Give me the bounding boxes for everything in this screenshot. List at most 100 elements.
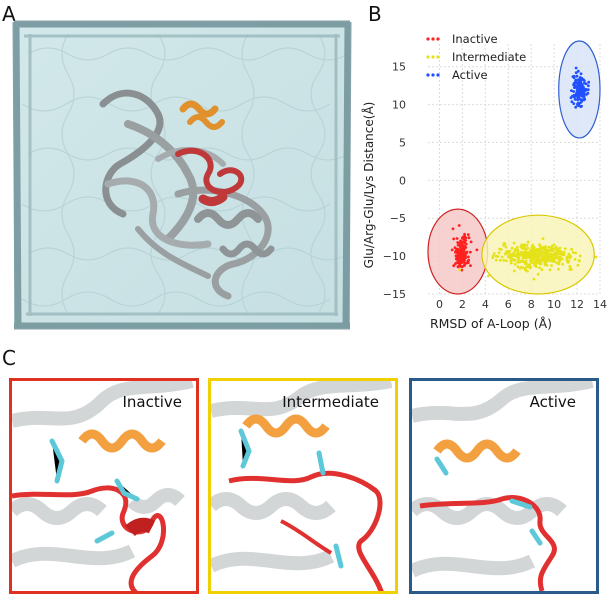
scatter-point-intermediate xyxy=(510,246,514,250)
scatter-point-inactive xyxy=(463,263,466,267)
scatter-point-intermediate xyxy=(594,255,598,259)
legend-marker xyxy=(426,37,430,41)
scatter-point-intermediate xyxy=(543,252,547,256)
scatter-point-intermediate xyxy=(507,251,511,255)
scatter-point-active xyxy=(574,66,578,70)
scatter-point-intermediate xyxy=(522,251,526,254)
scatter-point-intermediate xyxy=(568,265,572,268)
protein-ribbon xyxy=(99,89,275,300)
legend-marker xyxy=(436,55,440,59)
scatter-point-active xyxy=(574,80,577,84)
scatter-point-active xyxy=(583,89,586,93)
x-tick-label: 12 xyxy=(570,298,584,311)
scatter-point-intermediate xyxy=(532,249,536,253)
scatter-point-intermediate xyxy=(509,254,513,257)
scatter-point-active xyxy=(580,98,584,101)
scatter-point-active xyxy=(579,72,583,76)
legend-marker xyxy=(431,37,435,41)
scatter-point-intermediate xyxy=(559,257,563,261)
scatter-point-inactive xyxy=(458,252,462,256)
scatter-point-active xyxy=(570,100,574,104)
scatter-point-inactive xyxy=(462,240,465,244)
scatter-point-inactive xyxy=(464,261,468,265)
scatter-point-inactive xyxy=(456,241,460,244)
legend-marker xyxy=(426,55,430,59)
scatter-point-inactive xyxy=(462,252,466,256)
scatter-point-intermediate xyxy=(512,251,516,255)
scatter-point-intermediate xyxy=(508,249,512,253)
scatter-point-active xyxy=(587,84,590,88)
scatter-point-intermediate xyxy=(546,252,550,256)
scatter-point-intermediate xyxy=(573,257,577,261)
x-tick-label: 2 xyxy=(459,298,466,311)
scatter-point-intermediate xyxy=(516,253,520,257)
scatter-point-intermediate xyxy=(458,268,462,272)
scatter-point-intermediate xyxy=(523,245,526,249)
scatter-point-intermediate xyxy=(524,260,528,264)
scatter-point-intermediate xyxy=(524,265,528,269)
scatter-point-active xyxy=(573,98,577,101)
scatter-point-inactive xyxy=(456,250,460,254)
scatter-point-intermediate xyxy=(552,247,556,251)
scatter-point-intermediate xyxy=(494,254,498,258)
water-box-svg xyxy=(12,20,352,330)
scatter-point-intermediate xyxy=(549,259,553,263)
scatter-point-intermediate xyxy=(548,249,552,253)
scatter-point-intermediate xyxy=(509,256,513,260)
legend-marker xyxy=(436,37,440,41)
y-tick-label: 0 xyxy=(399,174,406,187)
scatter-point-intermediate xyxy=(539,250,543,254)
scatter-point-active xyxy=(571,75,575,78)
legend-marker xyxy=(436,73,440,77)
scatter-point-intermediate xyxy=(504,245,508,249)
scatter-point-intermediate xyxy=(512,241,516,245)
scatter-point-intermediate xyxy=(548,268,552,272)
scatter-point-intermediate xyxy=(516,260,519,264)
scatter-point-intermediate xyxy=(518,266,522,270)
scatter-point-intermediate xyxy=(547,258,550,262)
panel-letter-a: A xyxy=(2,2,16,26)
scatter-point-intermediate xyxy=(532,253,536,256)
scatter-point-inactive xyxy=(467,236,471,240)
scatter-point-active xyxy=(582,85,585,89)
scatter-point-active xyxy=(574,105,578,109)
scatter-point-inactive xyxy=(459,239,462,243)
scatter-point-active xyxy=(577,82,580,86)
scatter-point-intermediate xyxy=(561,253,564,257)
scatter-point-active xyxy=(579,90,582,94)
scatter-point-inactive xyxy=(469,250,472,254)
scatter-point-intermediate xyxy=(578,254,582,258)
scatter-point-intermediate xyxy=(530,251,534,254)
y-axis-label: Glu/Arg-Glu/Lys Distance(Å) xyxy=(361,102,376,269)
scatter-point-intermediate xyxy=(578,259,581,263)
x-tick-label: 4 xyxy=(482,298,489,311)
panel-letter-b: B xyxy=(368,2,382,26)
scatter-point-inactive xyxy=(456,261,460,264)
scatter-point-intermediate xyxy=(527,251,530,254)
scatter-point-intermediate xyxy=(565,255,569,259)
data-points xyxy=(450,66,598,281)
scatter-point-inactive xyxy=(464,256,468,259)
scatter-point-inactive xyxy=(461,236,464,240)
scatter-point-inactive xyxy=(460,261,463,265)
scatter-point-intermediate xyxy=(529,254,533,258)
scatter-point-intermediate xyxy=(557,267,560,271)
legend: Inactive Intermediate Active xyxy=(426,32,526,82)
scatter-point-active xyxy=(578,97,581,100)
legend-entry-inactive: Inactive xyxy=(452,32,498,46)
inactive-structure-image xyxy=(12,381,194,591)
scatter-point-intermediate xyxy=(567,252,571,256)
scatter-point-inactive xyxy=(454,254,458,258)
scatter-point-intermediate xyxy=(515,246,519,249)
scatter-point-intermediate xyxy=(505,259,508,263)
scatter-point-intermediate xyxy=(526,240,530,244)
intermediate-structure-image xyxy=(211,381,393,591)
x-tick-label: 6 xyxy=(505,298,512,311)
scatter-point-intermediate xyxy=(497,251,501,255)
scatter-point-intermediate xyxy=(498,247,501,251)
scatter-point-inactive xyxy=(467,255,470,259)
tick-labels: 0 2 4 6 8 10 12 14 −15 −10 −5 0 5 10 15 xyxy=(383,61,607,311)
scatter-point-intermediate xyxy=(538,266,542,270)
scatter-point-intermediate xyxy=(535,261,539,264)
scatter-point-intermediate xyxy=(552,243,556,247)
